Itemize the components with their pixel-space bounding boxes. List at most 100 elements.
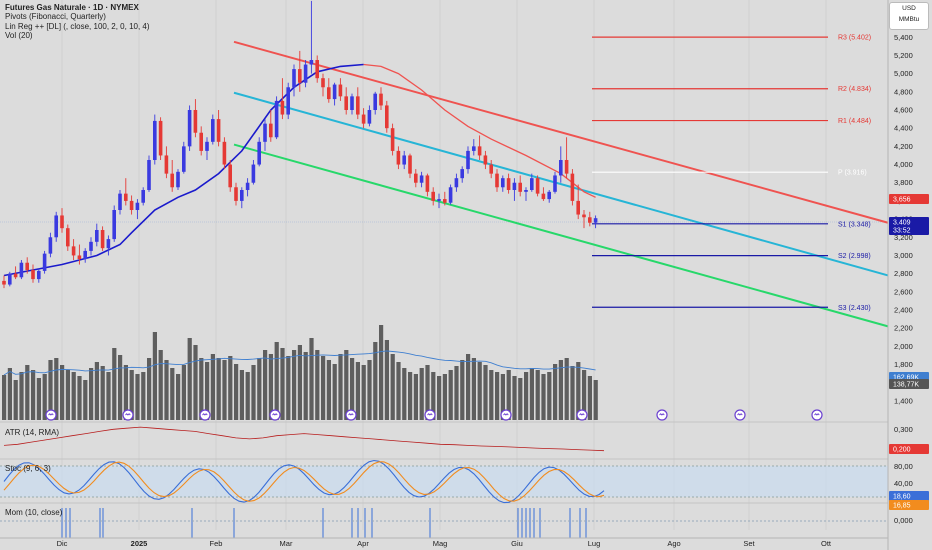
volume-bar	[593, 380, 598, 420]
candle-body	[367, 110, 372, 124]
candle-body	[332, 84, 337, 100]
stoch-label[interactable]: Stoc (9, 6, 3)	[5, 464, 51, 473]
volume-bar	[158, 350, 163, 420]
volume-bar	[31, 370, 36, 420]
volume-bar	[222, 360, 227, 420]
tag-stoch-k-bg	[889, 491, 929, 501]
candle-body	[240, 190, 244, 201]
volume-bar	[437, 376, 442, 420]
candle-body	[77, 255, 82, 260]
legend-vol[interactable]: Vol (20)	[5, 31, 33, 41]
volume-bar	[181, 365, 186, 420]
tag-vol2-bg	[889, 379, 929, 389]
candle-body	[13, 273, 18, 278]
candle-body	[396, 150, 401, 165]
currency-unit-button[interactable]: USD MMBtu	[889, 2, 929, 30]
volume-bar	[164, 360, 169, 420]
stoch-band	[0, 466, 888, 497]
candle-body	[448, 187, 453, 203]
chart-legend: Futures Gas Naturale · 1D · NYMEX Pivots…	[5, 3, 150, 41]
mom-pane	[0, 508, 888, 538]
candle-body	[280, 100, 285, 115]
candle-body	[373, 93, 377, 110]
x-tick-label: 2025	[131, 539, 148, 548]
mom-label[interactable]: Mom (10, close)	[5, 508, 63, 517]
volume-bar	[535, 370, 540, 420]
volume-bar	[280, 348, 285, 420]
volume-bar	[442, 374, 447, 420]
candle-body	[501, 178, 505, 188]
y-tick-label: 4,800	[894, 87, 913, 96]
candle-body	[298, 69, 302, 83]
tag-vol2: 138,77K	[893, 382, 919, 389]
event-marker-glyph	[272, 413, 278, 416]
candle-body	[361, 114, 366, 124]
y-tick-label: 2,600	[894, 287, 913, 296]
pivot-label: S3 (2.430)	[838, 305, 871, 312]
atr-label[interactable]: ATR (14, RMA)	[5, 428, 60, 437]
volume-bar	[448, 370, 453, 420]
candle-body	[472, 146, 476, 151]
candle-body	[31, 270, 35, 280]
volume-bar	[187, 338, 192, 420]
candle-body	[344, 96, 348, 110]
volume-bar	[350, 358, 355, 420]
y-tick-label: 5,400	[894, 33, 913, 42]
candle-body	[286, 87, 290, 115]
candle-body	[25, 262, 29, 270]
volume-bar	[431, 372, 436, 420]
candle-body	[466, 150, 470, 170]
tag-upper: 3,656	[893, 197, 911, 204]
volume-bar	[112, 348, 117, 420]
volume-bar	[94, 362, 99, 420]
candle-body	[576, 200, 580, 215]
candle-body	[524, 190, 528, 192]
legend-pivots[interactable]: Pivots (Fibonacci, Quarterly)	[5, 12, 106, 22]
y-tick-label: 4,600	[894, 106, 913, 115]
candle-body	[263, 123, 267, 142]
candle-body	[414, 173, 418, 183]
candle-body	[257, 141, 261, 165]
x-tick-label: Set	[743, 539, 755, 548]
volume-bar	[193, 345, 198, 420]
candle-body	[129, 200, 134, 210]
volume-bar	[7, 368, 12, 420]
volume-bar	[152, 332, 157, 420]
volume-bar	[396, 362, 401, 420]
volume-bar	[344, 350, 349, 420]
candle-body	[274, 100, 279, 138]
y-tick-label: 2,800	[894, 269, 913, 278]
candle-body	[135, 202, 140, 210]
candle-body	[408, 155, 412, 174]
volume-bar	[564, 358, 569, 420]
volume-bar	[129, 370, 134, 420]
candle-body	[83, 250, 87, 260]
volume-bar	[141, 372, 146, 420]
volume-bar	[123, 365, 128, 420]
candles	[2, 0, 598, 289]
volume-bar	[2, 375, 7, 420]
candle-body	[570, 173, 575, 201]
volume-bar	[518, 378, 523, 420]
legend-linreg[interactable]: Lin Reg ++ [DL] (, close, 100, 2, 0, 10,…	[5, 21, 150, 31]
x-tick-label: Lug	[588, 539, 601, 548]
volume-bar	[135, 374, 140, 420]
tag-stoch-d-bg	[889, 500, 929, 510]
candle-body	[292, 69, 296, 88]
candle-body	[431, 191, 435, 201]
y-tick-label: 3,800	[894, 178, 913, 187]
atr-line	[3, 426, 605, 452]
volume-bar	[42, 374, 47, 420]
tag-upper-bg	[889, 194, 929, 204]
volume-bar	[454, 366, 459, 420]
volume-bar	[292, 350, 297, 420]
tag-atr: 0,200	[893, 447, 911, 454]
candle-body	[164, 155, 169, 174]
volume-bar	[60, 365, 65, 420]
volume-bar	[118, 355, 123, 420]
time-axis: Dic 2025 Feb Mar Apr Mag Giu Lug Ago Set Ott	[0, 537, 888, 548]
volume-bar	[257, 358, 262, 420]
candle-body	[593, 218, 598, 223]
currency-label: USD	[902, 5, 916, 12]
